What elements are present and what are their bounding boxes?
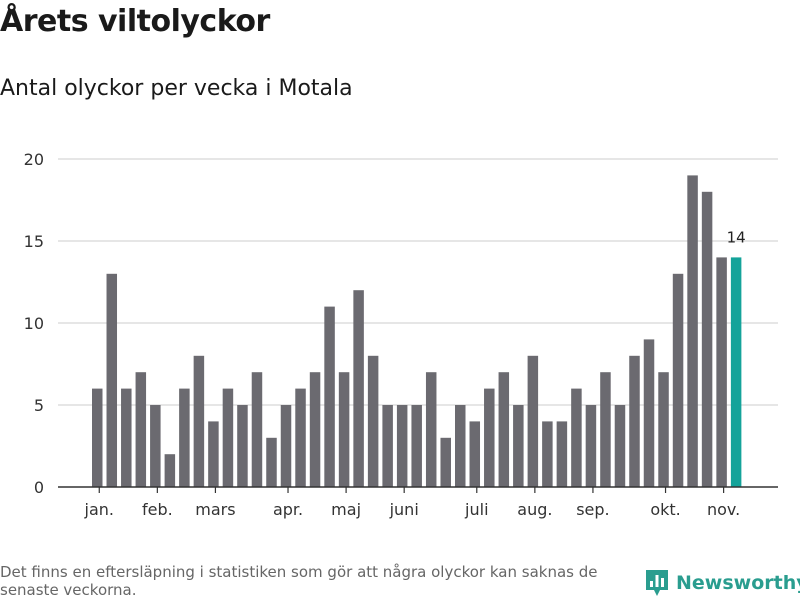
data-labels: 14 [727,228,746,246]
y-tick-label: 10 [24,314,44,333]
x-tick-label: okt. [650,500,680,519]
bar [135,372,147,487]
bar [455,405,466,487]
bar [251,372,263,487]
x-tick-label: nov. [707,500,740,519]
x-tick-label: sep. [576,500,609,519]
y-tick-label: 5 [34,396,44,415]
bar [237,405,248,487]
bar [324,306,335,487]
bar [469,421,481,487]
bar [396,405,408,487]
bar [571,388,582,487]
bar [527,355,539,487]
bar [382,405,393,487]
x-tick-label: feb. [142,500,173,519]
bar [309,372,321,487]
bar [164,454,176,487]
x-tick-label: jan. [84,500,114,519]
chart-title: Årets viltolyckor [0,4,270,39]
x-tick-label: aug. [517,500,552,519]
bar [193,355,205,487]
y-axis-ticks: 0 5 10 15 20 [24,150,44,497]
gridlines [58,158,778,406]
bar [92,388,103,487]
bar [701,191,713,488]
data-label: 14 [727,228,746,246]
x-tick-label: juni [389,500,419,519]
bar [687,175,698,487]
bar [150,405,161,487]
footnote: Det finns en eftersläpning i statistiken… [0,563,598,599]
bar [498,372,510,487]
chart-subtitle: Antal olyckor per vecka i Motala [0,76,353,101]
bars [92,175,742,488]
bar [106,273,118,487]
bar-chart: 0 5 10 15 20 jan. feb. mars apr. maj juni juli aug.… [24,150,778,519]
x-tick-label: maj [331,500,361,519]
bar-highlighted [730,257,742,487]
bar [295,388,306,487]
bar [672,273,684,487]
bar [716,257,727,487]
bar [658,372,669,487]
bar [614,405,626,487]
bar [425,372,437,487]
brand-name: Newsworthy [676,572,800,594]
y-tick-label: 20 [24,150,44,169]
bar [338,372,350,487]
x-tick-label: apr. [273,500,303,519]
bar [585,405,597,487]
bar [411,405,422,487]
bar [353,290,364,487]
bar [643,339,655,487]
bar-chart-logo-icon [646,570,668,596]
x-axis-ticks: jan. feb. mars apr. maj juni juli aug. sep. okt. n… [84,487,740,519]
bar [440,437,451,487]
bar [179,388,190,487]
bar [222,388,234,487]
y-tick-label: 0 [34,478,44,497]
y-tick-label: 15 [24,232,44,251]
bar [208,421,219,487]
bar [556,421,568,487]
bar [484,388,495,487]
bar [513,405,524,487]
x-tick-label: mars [195,500,235,519]
bar [280,405,292,487]
bar [367,355,379,487]
brand-logo: Newsworthy [644,568,800,598]
x-tick-label: juli [464,500,488,519]
bar [542,421,553,487]
bar [121,388,132,487]
bar [266,437,277,487]
bar [600,372,611,487]
bar [629,355,640,487]
